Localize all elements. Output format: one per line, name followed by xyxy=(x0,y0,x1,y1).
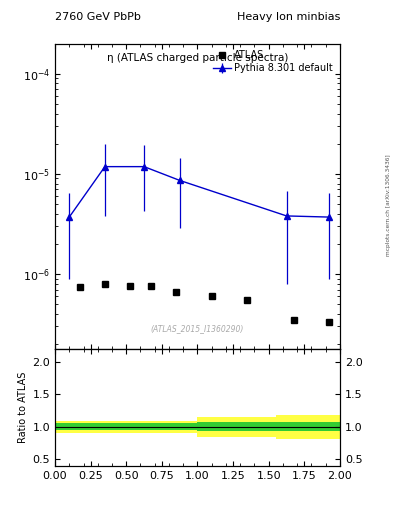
ATLAS xyxy=(127,283,132,289)
Text: Heavy Ion minbias: Heavy Ion minbias xyxy=(237,11,340,22)
ATLAS xyxy=(209,293,214,300)
Y-axis label: Ratio to ATLAS: Ratio to ATLAS xyxy=(18,372,28,443)
ATLAS xyxy=(149,283,154,289)
Text: mcplots.cern.ch [arXiv:1306.3436]: mcplots.cern.ch [arXiv:1306.3436] xyxy=(386,154,391,255)
ATLAS xyxy=(245,297,250,303)
Line: ATLAS: ATLAS xyxy=(77,281,332,325)
Text: (ATLAS_2015_I1360290): (ATLAS_2015_I1360290) xyxy=(151,324,244,333)
ATLAS xyxy=(174,289,178,295)
ATLAS xyxy=(103,281,107,287)
ATLAS xyxy=(291,316,296,323)
Text: 2760 GeV PbPb: 2760 GeV PbPb xyxy=(55,11,141,22)
ATLAS xyxy=(77,284,82,290)
ATLAS xyxy=(327,319,332,325)
Text: η (ATLAS charged particle spectra): η (ATLAS charged particle spectra) xyxy=(107,53,288,62)
Legend: ATLAS, Pythia 8.301 default: ATLAS, Pythia 8.301 default xyxy=(211,48,335,75)
